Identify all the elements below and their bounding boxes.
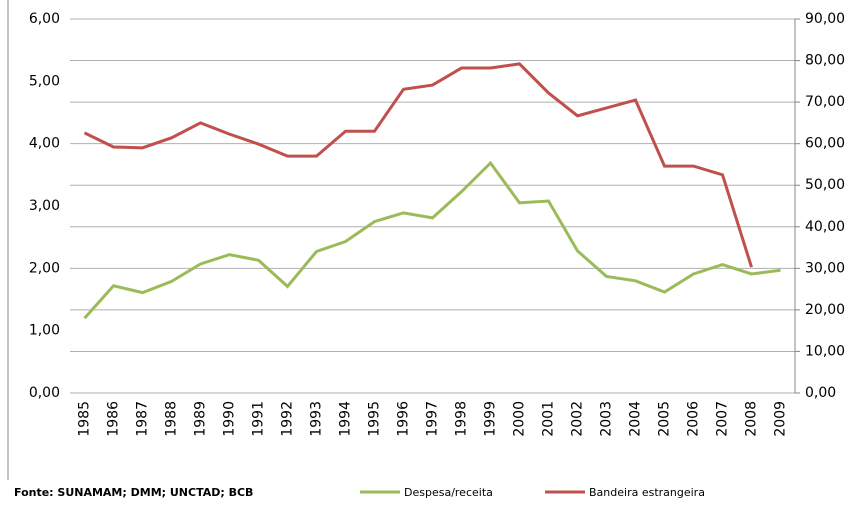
source: Fonte: SUNAMAM; DMM; UNCTAD; BCB xyxy=(14,486,253,499)
x-tick-label: 2007 xyxy=(715,401,731,437)
legend-label: Bandeira estrangeira xyxy=(589,486,705,499)
x-tick-label: 1990 xyxy=(222,401,238,437)
x-tick-label: 2008 xyxy=(744,401,760,437)
x-tick-label: 1995 xyxy=(367,401,383,437)
y-tick-label: 5,00 xyxy=(29,73,60,89)
y-tick-label: 6,00 xyxy=(29,11,60,27)
y2-tick-label: 70,00 xyxy=(805,94,845,110)
series-line xyxy=(83,160,781,320)
y-tick-label: 2,00 xyxy=(29,260,60,276)
x-tick-label: 1997 xyxy=(425,401,441,437)
x-tick-label: 1994 xyxy=(338,401,354,437)
y2-tick-label: 40,00 xyxy=(805,219,845,235)
x-tick-label: 1999 xyxy=(483,401,499,437)
x-tick-label: 2003 xyxy=(599,401,615,437)
x-tick-label: 1998 xyxy=(454,401,470,437)
x-tick-label: 2009 xyxy=(773,401,789,437)
x-tick-label: 2004 xyxy=(628,401,644,437)
y2-tick-label: 50,00 xyxy=(805,177,845,193)
y2-tick-label: 20,00 xyxy=(805,302,845,318)
y-tick-label: 4,00 xyxy=(29,136,60,152)
x-tick-label: 1993 xyxy=(309,401,325,437)
x-tick-label: 2002 xyxy=(570,401,586,437)
x-tick-label: 1989 xyxy=(193,401,209,437)
y-tick-label: 3,00 xyxy=(29,198,60,214)
x-tick-label: 1987 xyxy=(135,401,151,437)
y-tick-label: 0,00 xyxy=(29,385,60,401)
x-tick-label: 1985 xyxy=(77,401,93,437)
legend-label: Despesa/receita xyxy=(404,486,493,499)
y2-tick-label: 30,00 xyxy=(805,260,845,276)
y2-tick-label: 90,00 xyxy=(805,11,845,27)
y2-tick-label: 10,00 xyxy=(805,343,845,359)
series-line xyxy=(83,62,753,268)
x-tick-label: 2006 xyxy=(686,401,702,437)
x-tick-label: 1986 xyxy=(106,401,122,437)
x-tick-label: 1988 xyxy=(164,401,180,437)
y2-tick-label: 60,00 xyxy=(805,136,845,152)
x-tick-label: 2001 xyxy=(541,401,557,437)
x-tick-label: 2000 xyxy=(512,401,528,437)
x-tick-label: 2005 xyxy=(657,401,673,437)
x-tick-label: 1991 xyxy=(251,401,267,437)
y2-tick-label: 80,00 xyxy=(805,53,845,69)
y2-tick-label: 0,00 xyxy=(805,385,836,401)
x-tick-label: 1996 xyxy=(396,401,412,437)
y-tick-label: 1,00 xyxy=(29,323,60,339)
x-tick-label: 1992 xyxy=(280,401,296,437)
